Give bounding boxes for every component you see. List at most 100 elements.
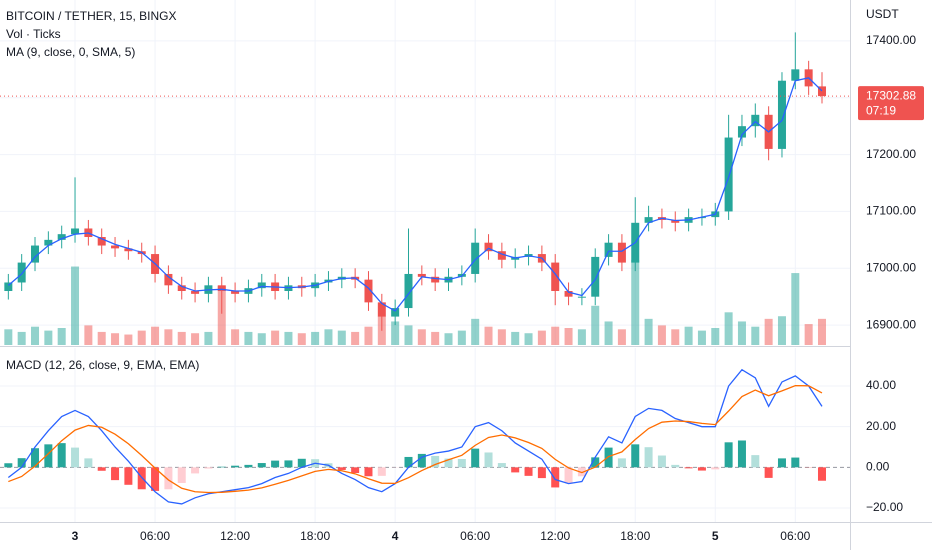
volume-bar: [217, 286, 226, 345]
histogram-bar: [404, 456, 413, 468]
volume-bar: [151, 326, 160, 345]
volume-bar: [511, 331, 520, 345]
volume-bar: [71, 266, 80, 345]
volume-bar: [324, 329, 333, 345]
chart-title: BITCOIN / TETHER, 15, BINGX: [6, 9, 176, 23]
volume-bar: [284, 331, 293, 345]
histogram-bar: [671, 464, 680, 468]
candle-body: [737, 126, 746, 138]
countdown-label: 07:19: [866, 103, 896, 117]
candle-body: [497, 251, 506, 260]
volume-bar: [484, 326, 493, 345]
volume-bar: [4, 329, 13, 345]
histogram-bar: [817, 467, 826, 481]
volume-bar: [444, 333, 453, 345]
volume-bar: [431, 331, 440, 345]
volume-bar: [764, 318, 773, 345]
volume-bar: [657, 325, 666, 345]
histogram-bar: [644, 447, 653, 468]
histogram-bar: [471, 448, 480, 468]
volume-bar: [44, 330, 53, 345]
volume-bar: [617, 329, 626, 345]
histogram-bar: [31, 448, 40, 468]
histogram-bar: [217, 466, 226, 468]
volume-legend: Vol · Ticks: [6, 27, 61, 41]
y-tick-label: 0.00: [866, 459, 890, 473]
volume-bar: [737, 321, 746, 345]
histogram-bar: [551, 467, 560, 488]
grid: [0, 0, 850, 522]
y-tick-label: 17100.00: [866, 204, 916, 218]
volume-bar: [724, 312, 733, 345]
histogram-bar: [244, 464, 253, 468]
histogram-bar: [657, 455, 666, 468]
volume-bar: [57, 328, 66, 345]
volume-bar: [751, 326, 760, 345]
volume-bar: [711, 328, 720, 345]
candle-body: [471, 242, 480, 274]
volume-bar: [604, 321, 613, 345]
histogram-bar: [684, 467, 693, 469]
volume-bar: [257, 333, 266, 345]
last-price-label: 17302.88: [866, 88, 916, 102]
histogram-bar: [4, 463, 13, 468]
candle-body: [231, 291, 240, 294]
volume-bar: [551, 326, 560, 345]
candle-body: [777, 80, 786, 149]
candle-body: [177, 285, 186, 292]
candle-body: [4, 282, 13, 292]
volume-bar: [671, 329, 680, 345]
histogram-bar: [151, 467, 160, 491]
histogram-bar: [444, 458, 453, 468]
histogram-bar: [431, 455, 440, 468]
histogram-bar: [97, 467, 106, 471]
volume-bar: [777, 316, 786, 345]
histogram-bar: [537, 467, 546, 479]
volume-bar: [191, 333, 200, 345]
x-tick-label: 12:00: [220, 529, 250, 543]
histogram-bar: [577, 467, 586, 477]
candle-body: [257, 282, 266, 289]
volume-bar: [164, 329, 173, 345]
candle-body: [591, 256, 600, 297]
histogram-bar: [524, 467, 533, 476]
volume-bar: [471, 318, 480, 345]
volume-bar: [591, 305, 600, 345]
histogram-bar: [177, 467, 186, 483]
histogram-bar: [497, 463, 506, 468]
candle-body: [124, 248, 133, 252]
x-tick-label: 18:00: [620, 529, 650, 543]
histogram-bar: [737, 440, 746, 468]
last-price-tag: [858, 86, 924, 121]
candle-body: [724, 137, 733, 212]
candle-body: [564, 291, 573, 297]
signal-line: [8, 384, 823, 494]
volume-bar: [111, 333, 120, 345]
volume-bar: [497, 329, 506, 345]
volume-bar: [364, 326, 373, 345]
histogram-bar: [697, 467, 706, 471]
histogram-bar: [724, 442, 733, 468]
volume-bar: [137, 330, 146, 345]
volume-bar: [577, 329, 586, 345]
ma-line: [7, 77, 823, 312]
histogram-bar: [351, 467, 360, 474]
candle-body: [751, 114, 760, 127]
volume-bar: [697, 330, 706, 345]
histogram-bar: [111, 467, 120, 481]
candle-body: [817, 86, 826, 97]
y-tick-label: 16900.00: [866, 317, 916, 331]
histogram-bar: [17, 458, 26, 468]
histogram-bar: [377, 467, 386, 476]
candle-body: [364, 279, 373, 303]
candle-body: [484, 242, 493, 252]
candle-body: [431, 276, 440, 283]
candle-body: [97, 237, 106, 246]
histogram-bar: [484, 452, 493, 468]
y-tick-label: 17000.00: [866, 260, 916, 274]
histogram-bar: [124, 467, 133, 485]
price-unit: USDT: [866, 7, 899, 21]
x-tick-label: 06:00: [780, 529, 810, 543]
histogram-bar: [791, 457, 800, 468]
